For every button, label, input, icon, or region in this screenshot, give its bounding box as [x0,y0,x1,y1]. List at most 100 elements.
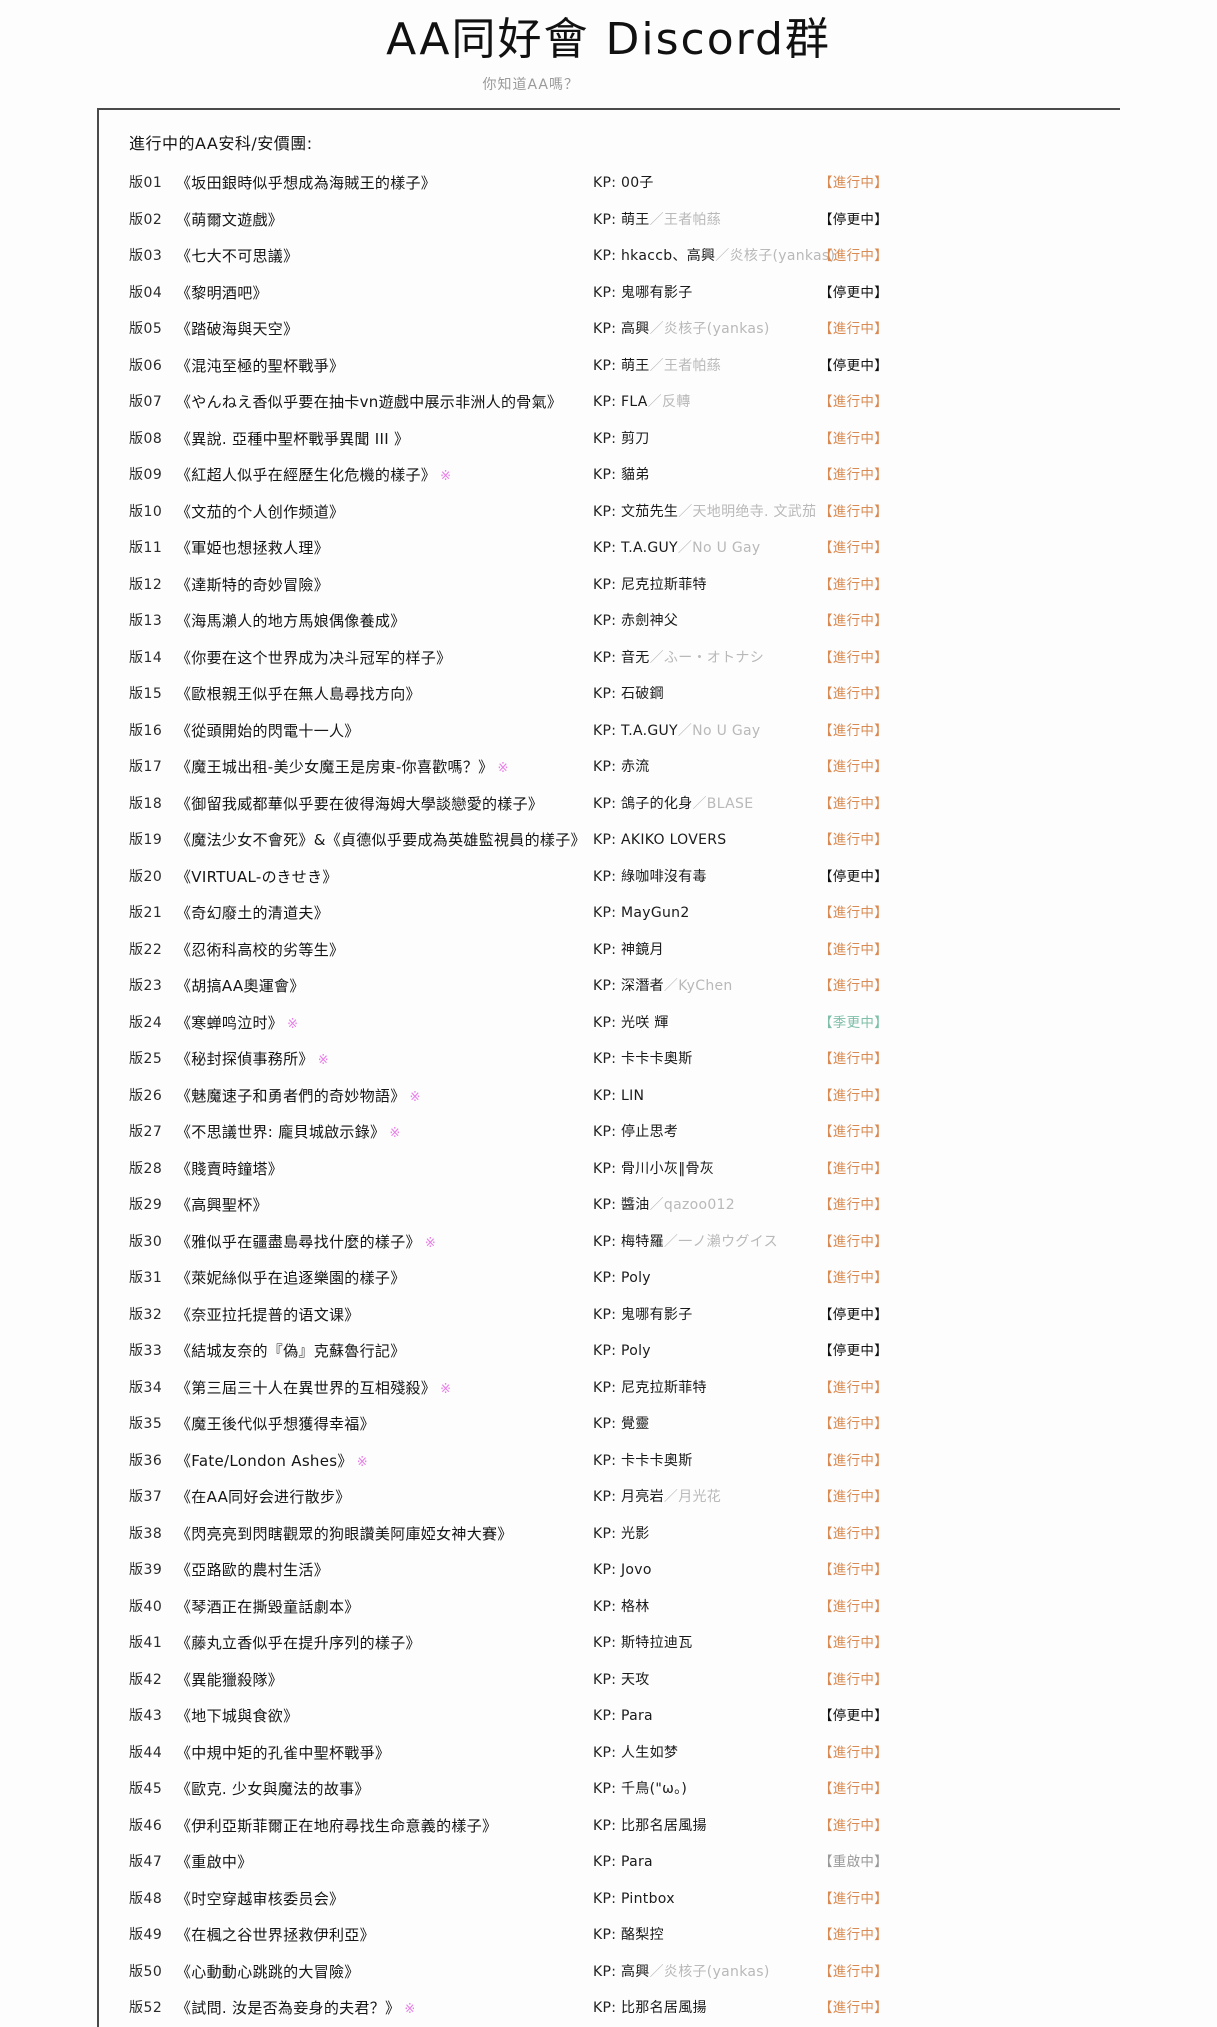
status-badge: 【重啟中】 [819,1854,888,1870]
row-title-text: 《坂田銀時似乎想成為海賊王的樣子》 [176,174,437,192]
row-keeper-label: KP: [593,1890,621,1907]
row-title: 《琴酒正在撕毀童話劇本》 [176,1589,360,1626]
row-keeper-label: KP: [593,248,621,264]
table-row: 版21 《奇幻廢土的清道夫》 KP: MayGun2 【進行中】 [129,895,1116,932]
row-keeper: KP: 貓弟 [593,457,650,494]
row-title: 《魔王後代似乎想獲得幸福》 [176,1406,375,1443]
row-index: 版19 [129,832,163,848]
status-badge: 【進行中】 [819,248,888,264]
status-badge: 【停更中】 [819,868,888,885]
row-keeper: KP: 高興／炎核子(yankas) [593,1954,770,1991]
row-keeper-label: KP: [593,503,621,520]
row-keeper-alias: ／No U Gay [677,540,761,556]
row-index: 版36 [129,1452,163,1469]
row-keeper: KP: 剪刀 [593,421,650,458]
table-row: 版42 《異能獵殺隊》 KP: 天攻 【進行中】 [129,1662,1116,1699]
row-keeper-name: 天攻 [621,1671,650,1688]
row-title-text: 《達斯特的奇妙冒險》 [176,575,330,594]
row-title-text: 《閃亮亮到閃瞎觀眾的狗眼讚美阿庫婭女神大賽》 [176,1524,513,1543]
row-title: 《忍術科高校的劣等生》 [176,932,344,969]
row-keeper-label: KP: [593,1379,621,1396]
table-row: 版45 《歐克. 少女與魔法的故事》 KP: 千鳥("ω。) 【進行中】 [129,1771,1116,1808]
status-badge: 【進行中】 [819,1489,888,1505]
row-title-text: 《雅似乎在疆盡島尋找什麼的樣子》 [176,1232,421,1251]
row-keeper-label: KP: [593,321,621,337]
row-title-text: 《中規中矩的孔雀中聖杯戰爭》 [176,1743,391,1762]
row-title: 《從頭開始的閃電十一人》 [176,713,360,750]
row-title: 《魅魔速子和勇者們的奇妙物語》 ※ [176,1078,421,1117]
row-keeper: KP: 萌王／王者帕蕬 [593,202,721,239]
table-row: 版09 《紅超人似乎在經歷生化危機的樣子》 ※ KP: 貓弟 【進行中】 [129,457,1116,494]
row-title-text: 《奈亚拉托提普的语文课》 [176,1305,360,1324]
asterisk-mark-icon: ※ [317,1053,329,1068]
row-index: 版02 [129,211,163,228]
row-keeper: KP: 覺靈 [593,1406,650,1443]
row-keeper-name: Para [621,1708,653,1724]
row-index: 版11 [129,540,163,556]
row-keeper-label: KP: [593,1708,621,1724]
table-row: 版50 《心動動心跳跳的大冒險》 KP: 高興／炎核子(yankas) 【進行中】 [129,1954,1116,1991]
status-badge: 【進行中】 [819,1598,888,1615]
status-badge: 【進行中】 [819,905,888,921]
table-row: 版18 《御留我威都華似乎要在彼得海姆大學談戀愛的樣子》 KP: 鴿子的化身／BLA… [129,786,1116,823]
row-keeper: KP: Para [593,1698,653,1735]
row-title: 《寒蝉鸣泣时》 ※ [176,1005,298,1044]
status-badge: 【停更中】 [819,284,888,301]
table-row: 版35 《魔王後代似乎想獲得幸福》 KP: 覺靈 【進行中】 [129,1406,1116,1443]
row-index: 版23 [129,978,163,994]
row-keeper-name: Para [621,1854,653,1870]
table-row: 版10 《文茄的个人创作频道》 KP: 文茄先生／天地明绝寺. 文武茄 【進行中】 [129,494,1116,531]
row-title-text: 《不思議世界: 龐貝城啟示錄》 [176,1123,386,1141]
row-title: 《雅似乎在疆盡島尋找什麼的樣子》 ※ [176,1224,436,1263]
row-keeper: KP: LIN [593,1078,644,1115]
row-keeper-name: 醬油 [621,1197,650,1213]
row-title: 《賤賣時鐘塔》 [176,1151,283,1188]
row-keeper-label: KP: [593,759,621,775]
row-keeper-name: 人生如梦 [621,1744,679,1761]
row-keeper: KP: 光影 [593,1516,650,1553]
row-title: 《文茄的个人创作频道》 [176,494,344,531]
row-title: 《御留我威都華似乎要在彼得海姆大學談戀愛的樣子》 [176,786,543,823]
row-title-text: 《魅魔速子和勇者們的奇妙物語》 [176,1086,406,1105]
row-keeper: KP: 高興／炎核子(yankas) [593,311,770,348]
status-badge: 【進行中】 [819,1197,888,1213]
row-keeper-name: 萌王 [621,357,650,374]
status-badge: 【進行中】 [819,649,888,666]
row-keeper-label: KP: [593,795,621,812]
row-keeper-name: 尼克拉斯菲特 [621,1379,707,1396]
row-keeper: KP: AKIKO LOVERS [593,822,726,859]
row-index: 版09 [129,467,163,483]
table-row: 版01 《坂田銀時似乎想成為海賊王的樣子》 KP: 00子 【進行中】 [129,165,1116,202]
row-index: 版35 [129,1416,163,1432]
row-title: 《混沌至極的聖杯戰爭》 [176,348,344,385]
status-badge: 【進行中】 [819,1124,888,1140]
row-index: 版27 [129,1124,163,1140]
row-title: 《秘封探偵事務所》 ※ [176,1041,329,1080]
row-keeper-alias: ／No U Gay [677,722,761,739]
table-row: 版41 《藤丸立香似乎在提升序列的樣子》 KP: 斯特拉迪瓦 【進行中】 [129,1625,1116,1662]
table-row: 版48 《时空穿越审核委员会》 KP: Pintbox 【進行中】 [129,1881,1116,1918]
row-title-text: 《異能獵殺隊》 [176,1670,284,1689]
row-keeper: KP: 鬼哪有影子 [593,275,693,312]
row-keeper-label: KP: [593,905,621,921]
row-index: 版20 [129,868,163,885]
table-row: 版20 《VIRTUAL-のきせき》 KP: 綠咖啡沒有毒 【停更中】 [129,859,1116,896]
status-badge: 【進行中】 [819,394,888,410]
row-keeper: KP: Para [593,1844,653,1881]
table-row: 版34 《第三屆三十人在異世界的互相殘殺》 ※ KP: 尼克拉斯菲特 【進行中】 [129,1370,1116,1407]
row-keeper-alias: ／炎核子(yankas) [649,1963,770,1980]
asterisk-mark-icon: ※ [440,469,452,484]
row-index: 版12 [129,576,163,593]
row-keeper: KP: 卡卡卡奧斯 [593,1041,693,1078]
row-keeper-label: KP: [593,1963,621,1980]
row-keeper-name: 停止思考 [621,1124,679,1140]
row-title: 《歐根親王似乎在無人島尋找方向》 [176,676,421,713]
row-keeper: KP: T.A.GUY／No U Gay [593,713,760,750]
row-title: 《萊妮絲似乎在追逐樂園的樣子》 [176,1260,406,1297]
asterisk-mark-icon: ※ [356,1454,368,1470]
row-title: 《達斯特的奇妙冒險》 [176,567,329,604]
row-keeper: KP: Poly [593,1260,651,1297]
row-title: 《坂田銀時似乎想成為海賊王的樣子》 [176,165,436,202]
row-title-text: 《忍術科高校的劣等生》 [176,940,345,959]
